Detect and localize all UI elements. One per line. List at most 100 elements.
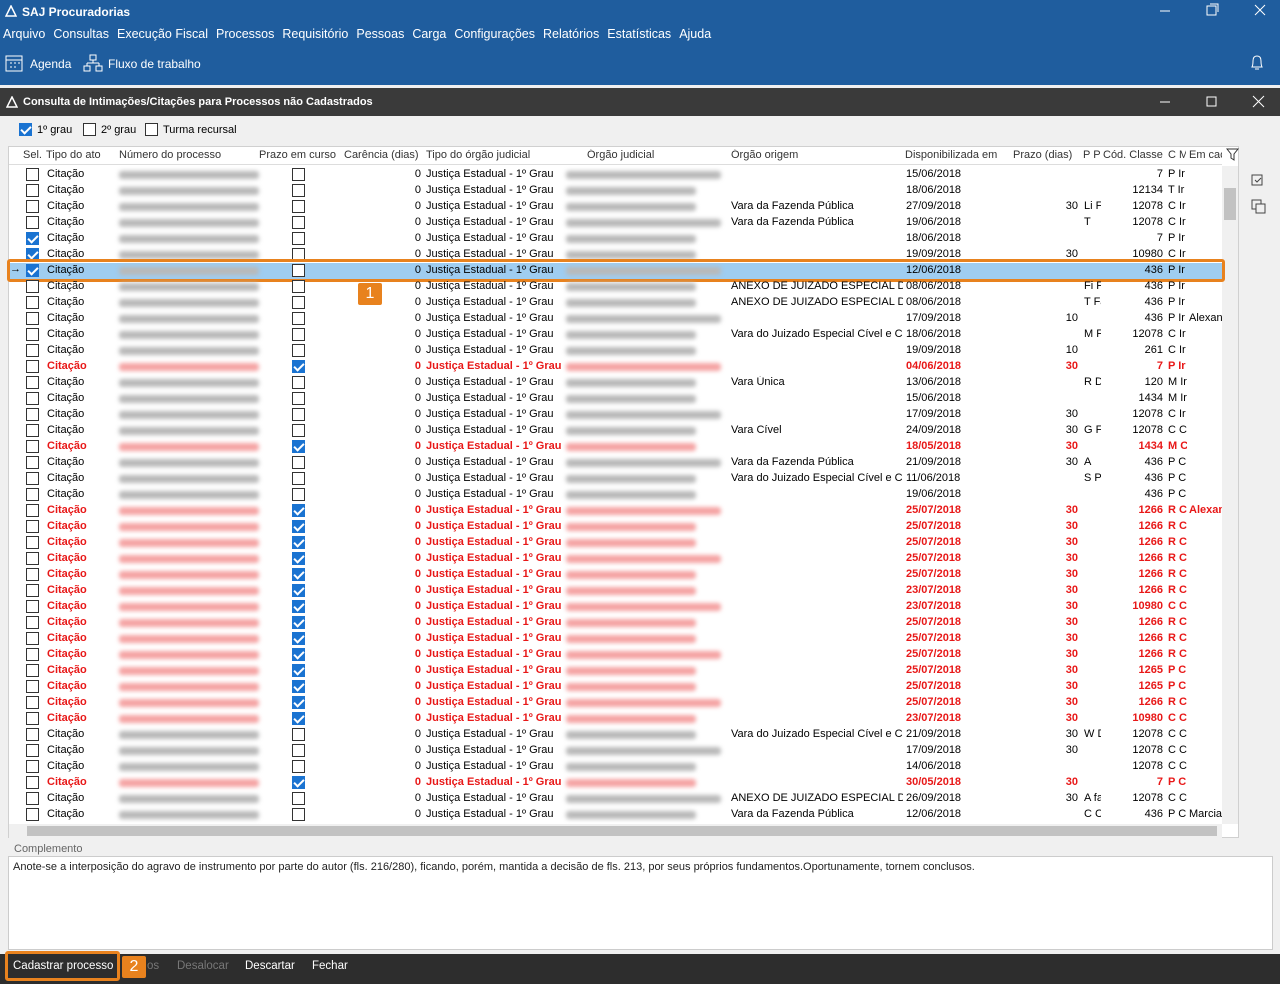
row-checkbox[interactable] <box>26 328 39 341</box>
column-header[interactable]: Tipo do ato <box>46 149 101 161</box>
row-checkbox[interactable] <box>292 568 305 581</box>
row-checkbox[interactable] <box>26 360 39 373</box>
row-checkbox[interactable] <box>292 600 305 613</box>
row-checkbox[interactable] <box>292 264 305 277</box>
row-checkbox[interactable] <box>292 184 305 197</box>
row-checkbox[interactable] <box>26 440 39 453</box>
row-checkbox[interactable] <box>292 360 305 373</box>
row-checkbox[interactable] <box>26 808 39 821</box>
menu-item[interactable]: Pessoas <box>356 27 405 41</box>
row-checkbox[interactable] <box>292 376 305 389</box>
row-checkbox[interactable] <box>26 376 39 389</box>
row-checkbox[interactable] <box>26 264 39 277</box>
row-checkbox[interactable] <box>26 216 39 229</box>
checkbox[interactable] <box>19 123 32 136</box>
row-checkbox[interactable] <box>26 648 39 661</box>
hscroll[interactable] <box>9 824 1222 838</box>
grid-row[interactable]: → Citação 0 Justiça Estadual - 1º Grau 12/06… <box>9 263 1222 279</box>
grid-row[interactable]: Citação 0 Justiça Estadual - 1º Grau 25/07/… <box>9 519 1222 535</box>
menu-item[interactable]: Requisitório <box>282 27 349 41</box>
row-checkbox[interactable] <box>26 408 39 421</box>
column-header[interactable]: Tipo do órgão judicial <box>426 149 531 161</box>
grid-row[interactable]: Citação 0 Justiça Estadual - 1º Grau ANEXO … <box>9 295 1222 311</box>
row-checkbox[interactable] <box>292 696 305 709</box>
grid-row[interactable]: Citação 0 Justiça Estadual - 1º Grau 19/06/… <box>9 487 1222 503</box>
row-checkbox[interactable] <box>292 712 305 725</box>
row-checkbox[interactable] <box>292 728 305 741</box>
row-checkbox[interactable] <box>292 456 305 469</box>
grid-row[interactable]: Citação 0 Justiça Estadual - 1º Grau Vara d… <box>9 215 1222 231</box>
menu-item[interactable]: Relatórios <box>542 27 600 41</box>
grid-row[interactable]: Citação 0 Justiça Estadual - 1º Grau 17/09/… <box>9 407 1222 423</box>
row-checkbox[interactable] <box>26 728 39 741</box>
row-checkbox[interactable] <box>292 776 305 789</box>
menu-item[interactable]: Estatísticas <box>607 27 672 41</box>
row-checkbox[interactable] <box>26 616 39 629</box>
row-checkbox[interactable] <box>26 312 39 325</box>
menu-item[interactable]: Arquivo <box>3 27 46 41</box>
grid-row[interactable]: Citação 0 Justiça Estadual - 1º Grau 25/07/… <box>9 663 1222 679</box>
row-checkbox[interactable] <box>292 344 305 357</box>
grid-row[interactable]: Citação 0 Justiça Estadual - 1º Grau 18/05/… <box>9 439 1222 455</box>
row-checkbox[interactable] <box>292 632 305 645</box>
row-checkbox[interactable] <box>292 744 305 757</box>
row-checkbox[interactable] <box>292 488 305 501</box>
menu-item[interactable]: Consultas <box>53 27 109 41</box>
side-icons[interactable] <box>1250 172 1268 220</box>
row-checkbox[interactable] <box>26 760 39 773</box>
grid-row[interactable]: Citação 0 Justiça Estadual - 1º Grau Vara Ú… <box>9 375 1222 391</box>
grid-row[interactable]: Citação 0 Justiça Estadual - 1º Grau 23/07/… <box>9 599 1222 615</box>
checkbox[interactable] <box>83 123 96 136</box>
menu-item[interactable]: Processos <box>216 27 275 41</box>
grid-row[interactable]: Citação 0 Justiça Estadual - 1º Grau Vara d… <box>9 471 1222 487</box>
row-checkbox[interactable] <box>292 472 305 485</box>
row-checkbox[interactable] <box>292 440 305 453</box>
row-checkbox[interactable] <box>292 392 305 405</box>
grid-row[interactable]: Citação 0 Justiça Estadual - 1º Grau 14/06/… <box>9 759 1222 775</box>
column-header[interactable]: Número do processo <box>119 149 222 161</box>
grid-row[interactable]: Citação 0 Justiça Estadual - 1º Grau 17/09/… <box>9 743 1222 759</box>
button[interactable]: os <box>147 960 160 972</box>
dialog-controls[interactable] <box>1150 88 1280 116</box>
row-checkbox[interactable] <box>26 280 39 293</box>
menu-item[interactable]: Carga <box>412 27 447 41</box>
row-checkbox[interactable] <box>292 216 305 229</box>
grid-row[interactable]: Citação 0 Justiça Estadual - 1º Grau 30/05/… <box>9 775 1222 791</box>
column-header[interactable]: Prazo em curso <box>259 149 337 161</box>
grid-row[interactable]: Citação 0 Justiça Estadual - 1º Grau 18/06/… <box>9 183 1222 199</box>
column-header[interactable]: Carência (dias) <box>344 149 419 161</box>
row-checkbox[interactable] <box>26 712 39 725</box>
grid-row[interactable]: Citação 0 Justiça Estadual - 1º Grau 19/09/… <box>9 343 1222 359</box>
column-header[interactable]: Prazo (dias) <box>1013 149 1073 161</box>
row-checkbox[interactable] <box>292 680 305 693</box>
row-checkbox[interactable] <box>26 488 39 501</box>
menu-item[interactable]: Ajuda <box>679 27 712 41</box>
row-checkbox[interactable] <box>292 328 305 341</box>
row-checkbox[interactable] <box>26 168 39 181</box>
bell-icon[interactable] <box>1250 54 1264 72</box>
row-checkbox[interactable] <box>292 200 305 213</box>
grid-row[interactable]: Citação 0 Justiça Estadual - 1º Grau 25/07/… <box>9 631 1222 647</box>
filter-icon[interactable] <box>1226 147 1240 163</box>
row-checkbox[interactable] <box>26 744 39 757</box>
row-checkbox[interactable] <box>292 168 305 181</box>
toolbar-button[interactable]: Agenda <box>30 57 72 71</box>
row-checkbox[interactable] <box>26 680 39 693</box>
window-controls[interactable] <box>1150 0 1280 22</box>
row-checkbox[interactable] <box>292 552 305 565</box>
row-checkbox[interactable] <box>26 520 39 533</box>
row-checkbox[interactable] <box>26 632 39 645</box>
row-checkbox[interactable] <box>26 456 39 469</box>
grid-row[interactable]: Citação 0 Justiça Estadual - 1º Grau Vara d… <box>9 199 1222 215</box>
menu-item[interactable]: Configurações <box>454 27 535 41</box>
row-checkbox[interactable] <box>26 392 39 405</box>
grid-row[interactable]: Citação 0 Justiça Estadual - 1º Grau 15/06/… <box>9 167 1222 183</box>
grid-row[interactable]: Citação 0 Justiça Estadual - 1º Grau ANEXO … <box>9 279 1222 295</box>
row-checkbox[interactable] <box>292 520 305 533</box>
row-checkbox[interactable] <box>26 184 39 197</box>
row-checkbox[interactable] <box>292 584 305 597</box>
row-checkbox[interactable] <box>292 504 305 517</box>
row-checkbox[interactable] <box>26 232 39 245</box>
checkbox[interactable] <box>145 123 158 136</box>
row-checkbox[interactable] <box>26 584 39 597</box>
